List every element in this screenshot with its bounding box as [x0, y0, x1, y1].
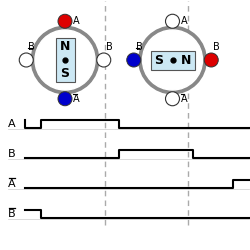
Bar	[150, 50, 194, 70]
Text: N: N	[181, 54, 192, 66]
Text: B: B	[213, 42, 220, 52]
Text: A: A	[181, 94, 188, 104]
Circle shape	[166, 14, 179, 28]
Circle shape	[127, 53, 141, 67]
Text: N: N	[60, 40, 70, 53]
Circle shape	[142, 30, 203, 90]
Text: A: A	[8, 119, 15, 129]
Circle shape	[35, 30, 95, 90]
Text: B: B	[8, 209, 15, 219]
Text: A: A	[73, 94, 80, 104]
Text: S: S	[60, 67, 70, 80]
Bar	[56, 38, 74, 82]
Text: S: S	[154, 54, 163, 66]
Circle shape	[58, 92, 72, 106]
Text: B: B	[136, 42, 142, 52]
Text: B: B	[28, 42, 35, 52]
Text: A: A	[8, 179, 15, 189]
Text: B: B	[106, 42, 112, 52]
Text: A: A	[73, 16, 80, 26]
Circle shape	[19, 53, 33, 67]
Circle shape	[58, 14, 72, 28]
Circle shape	[139, 26, 206, 94]
Text: B: B	[8, 149, 15, 159]
Text: A: A	[181, 16, 188, 26]
Circle shape	[204, 53, 218, 67]
Circle shape	[97, 53, 111, 67]
Circle shape	[31, 26, 99, 94]
Circle shape	[166, 92, 179, 106]
